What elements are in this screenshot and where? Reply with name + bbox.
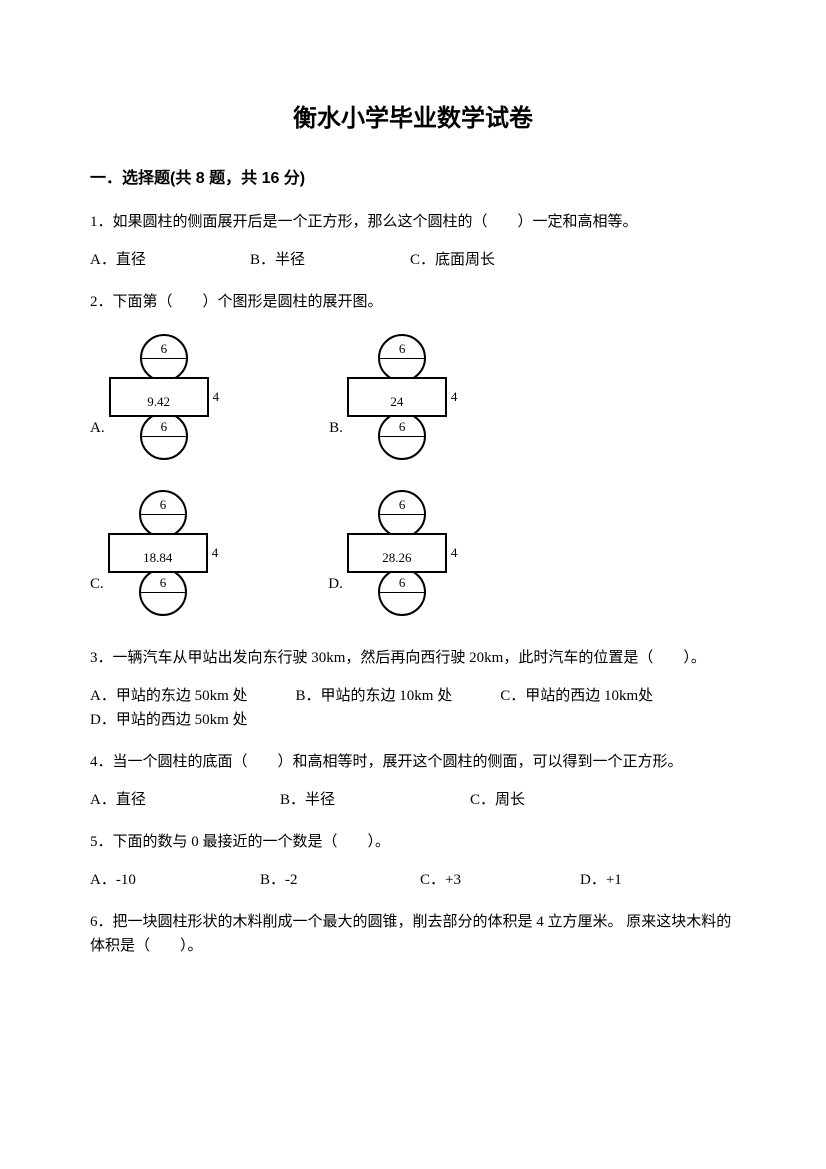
cylinder-net-icon: 6 24 4 6 [347,334,458,460]
cylinder-net-icon: 6 28.26 4 6 [347,490,458,616]
q5-opt-c: C．+3 [420,868,580,892]
q4-opt-c: C．周长 [470,788,525,812]
q1-opt-a: A．直径 [90,248,250,272]
circle-top-label: 6 [160,495,167,516]
q2-diagram-row-1: A. 6 9.42 4 6 B. 6 24 4 6 [90,334,736,460]
q5-opt-d: D．+1 [580,868,622,892]
question-4: 4．当一个圆柱的底面（ ）和高相等时，展开这个圆柱的侧面，可以得到一个正方形。 … [90,750,736,812]
rect-height: 4 [451,543,458,564]
q2-label-c: C. [90,572,104,616]
q2-diagram-c: C. 6 18.84 4 6 [90,490,218,616]
q2-diagram-a: A. 6 9.42 4 6 [90,334,219,460]
rect-width: 24 [347,377,447,417]
q3-text: 3．一辆汽车从甲站出发向东行驶 30km，然后再向西行驶 20km，此时汽车的位… [90,646,736,670]
q2-diagram-b: B. 6 24 4 6 [329,334,457,460]
q5-opt-a: A．-10 [90,868,260,892]
question-2: 2．下面第（ ）个图形是圆柱的展开图。 A. 6 9.42 4 6 B. 6 2… [90,290,736,616]
q3-opt-c: C．甲站的西边 10km处 [500,684,653,708]
question-3: 3．一辆汽车从甲站出发向东行驶 30km，然后再向西行驶 20km，此时汽车的位… [90,646,736,732]
q3-options: A．甲站的东边 50km 处 B．甲站的东边 10km 处 C．甲站的西边 10… [90,684,736,732]
circle-bottom-label: 6 [399,573,406,594]
rect-width: 18.84 [108,533,208,573]
circle-bottom-label: 6 [161,417,168,438]
q5-options: A．-10 B．-2 C．+3 D．+1 [90,868,736,892]
q3-opt-d: D．甲站的西边 50km 处 [90,708,248,732]
q3-opt-b: B．甲站的东边 10km 处 [296,684,453,708]
q1-text: 1．如果圆柱的侧面展开后是一个正方形，那么这个圆柱的（ ）一定和高相等。 [90,210,736,234]
rect-height: 4 [451,387,458,408]
q4-options: A．直径 B．半径 C．周长 [90,788,736,812]
q3-opt-a: A．甲站的东边 50km 处 [90,684,248,708]
page-title: 衡水小学毕业数学试卷 [90,100,736,138]
cylinder-net-icon: 6 9.42 4 6 [109,334,220,460]
q1-opt-b: B．半径 [250,248,410,272]
circle-bottom-label: 6 [160,573,167,594]
circle-top-label: 6 [399,495,406,516]
circle-top-label: 6 [161,339,168,360]
section-header: 一．选择题(共 8 题，共 16 分) [90,166,736,192]
rect-width: 28.26 [347,533,447,573]
question-5: 5．下面的数与 0 最接近的一个数是（ ）。 A．-10 B．-2 C．+3 D… [90,830,736,892]
circle-bottom-label: 6 [399,417,406,438]
q2-label-b: B. [329,416,343,460]
rect-width: 9.42 [109,377,209,417]
q1-opt-c: C．底面周长 [410,248,495,272]
rect-height: 4 [213,387,220,408]
q2-label-d: D. [328,572,343,616]
q6-text: 6．把一块圆柱形状的木料削成一个最大的圆锥，削去部分的体积是 4 立方厘米。 原… [90,910,736,958]
question-1: 1．如果圆柱的侧面展开后是一个正方形，那么这个圆柱的（ ）一定和高相等。 A．直… [90,210,736,272]
q2-text: 2．下面第（ ）个图形是圆柱的展开图。 [90,290,736,314]
q2-diagram-d: D. 6 28.26 4 6 [328,490,457,616]
q2-label-a: A. [90,416,105,460]
circle-top-label: 6 [399,339,406,360]
q1-options: A．直径 B．半径 C．底面周长 [90,248,736,272]
q4-opt-b: B．半径 [280,788,470,812]
q5-text: 5．下面的数与 0 最接近的一个数是（ ）。 [90,830,736,854]
question-6: 6．把一块圆柱形状的木料削成一个最大的圆锥，削去部分的体积是 4 立方厘米。 原… [90,910,736,958]
cylinder-net-icon: 6 18.84 4 6 [108,490,219,616]
q4-opt-a: A．直径 [90,788,280,812]
q2-diagram-row-2: C. 6 18.84 4 6 D. 6 28.26 4 6 [90,490,736,616]
q5-opt-b: B．-2 [260,868,420,892]
rect-height: 4 [212,543,219,564]
q4-text: 4．当一个圆柱的底面（ ）和高相等时，展开这个圆柱的侧面，可以得到一个正方形。 [90,750,736,774]
